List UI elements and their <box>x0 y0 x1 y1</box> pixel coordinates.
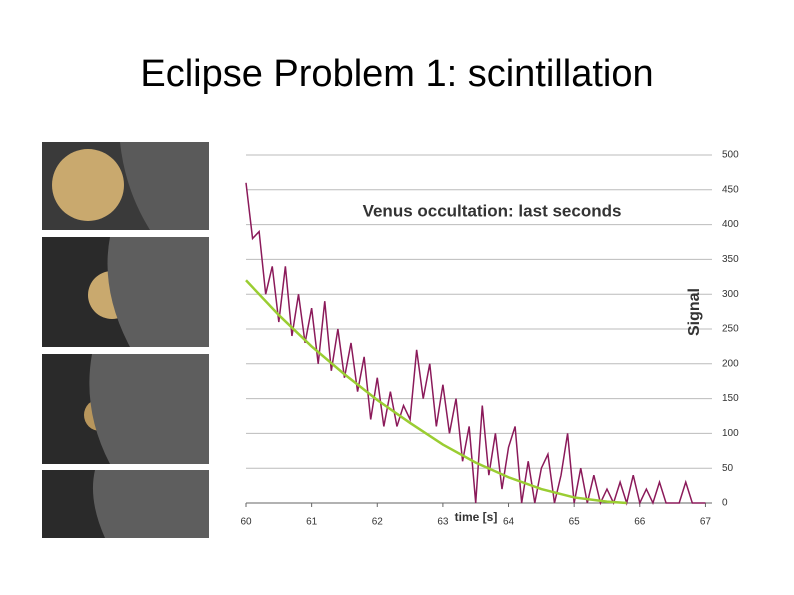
x-tick-label: 64 <box>503 517 515 528</box>
venus <box>52 149 124 221</box>
x-tick-label: 66 <box>634 517 646 528</box>
y-tick-label: 300 <box>722 289 739 300</box>
y-tick-label: 50 <box>722 463 734 474</box>
slide-title: Eclipse Problem 1: scintillation <box>140 53 653 95</box>
x-axis-label: time [s] <box>455 510 498 524</box>
chart-title: Venus occultation: last seconds <box>363 201 622 220</box>
y-tick-label: 250 <box>722 324 739 335</box>
x-tick-label: 63 <box>437 517 449 528</box>
moon-limb <box>89 354 209 464</box>
y-tick-label: 450 <box>722 184 739 195</box>
y-tick-label: 400 <box>722 219 739 230</box>
series-line <box>245 182 706 506</box>
x-tick-label: 60 <box>240 517 252 528</box>
x-tick-label: 65 <box>569 517 581 528</box>
y-tick-label: 350 <box>722 254 739 265</box>
y-tick-label: 100 <box>722 428 739 439</box>
moon-limb <box>107 237 209 347</box>
y-axis-label: Signal <box>686 288 703 336</box>
x-tick-label: 67 <box>700 517 712 528</box>
occultation-images <box>42 142 209 538</box>
y-tick-label: 150 <box>722 393 739 404</box>
y-tick-label: 200 <box>722 358 739 369</box>
series-line <box>245 279 627 505</box>
moon-limb <box>120 142 209 230</box>
x-tick-label: 61 <box>306 517 318 528</box>
y-tick-label: 500 <box>722 150 739 161</box>
chart: 0 50 100 150 200 250 300 350 400 450 500 60 61 62 63 64… <box>240 145 739 528</box>
y-tick-label: 0 <box>722 498 728 509</box>
x-tick-label: 62 <box>372 517 384 528</box>
moon-limb <box>92 470 209 538</box>
